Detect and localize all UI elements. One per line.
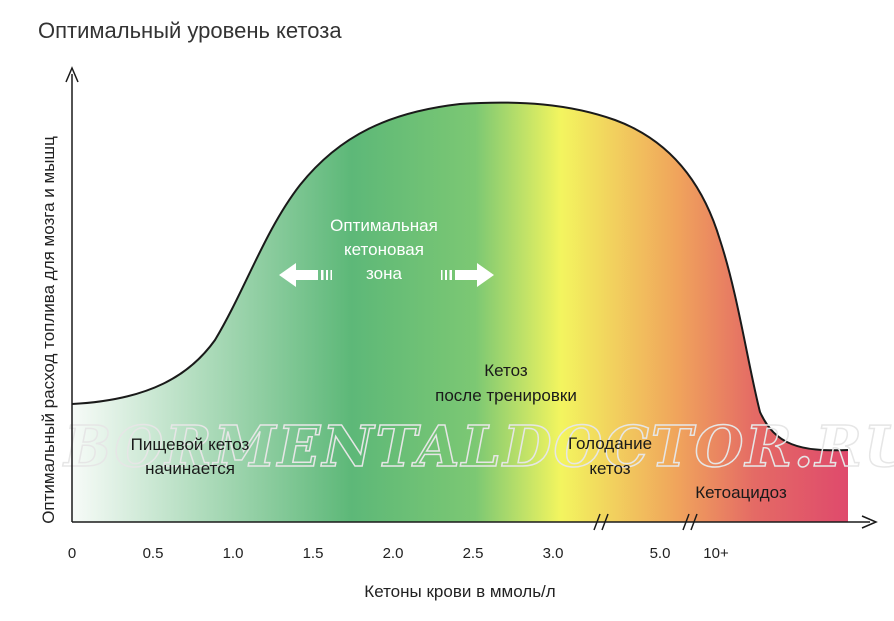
- axis-break-1: [593, 513, 609, 531]
- nutritional-ketosis-label-line2: начинается: [145, 459, 235, 478]
- ketosis-area: [72, 102, 848, 522]
- arrow-right-icon: [441, 263, 494, 287]
- x-tick-label: 0: [68, 545, 76, 562]
- x-tick-label: 0.5: [143, 545, 164, 562]
- x-tick-label: 2.5: [463, 545, 484, 562]
- watermark: BORMENTALDOCTOR.RU: [62, 414, 894, 480]
- arrow-left-icon: [279, 263, 332, 287]
- x-axis-label: Кетоны крови в ммоль/л: [364, 582, 555, 601]
- ketoacidosis-label: Кетоацидоз: [695, 483, 787, 502]
- ketosis-curve: [71, 101, 849, 452]
- post-exercise-ketosis-label-line2: после тренировки: [435, 386, 577, 405]
- x-tick-label: 10+: [703, 545, 729, 562]
- chart-title: Оптимальный уровень кетоза: [38, 18, 342, 43]
- optimal-zone-label-line3: зона: [366, 264, 402, 283]
- y-axis-arrow: [65, 66, 79, 83]
- x-tick-label: 1.0: [223, 545, 244, 562]
- optimal-zone-label-line2: кетоновая: [344, 240, 424, 259]
- post-exercise-ketosis-label-line1: Кетоз: [484, 361, 528, 380]
- y-axis-label: Оптимальный расход топлива для мозга и м…: [39, 136, 58, 524]
- optimal-zone-label-line1: Оптимальная: [330, 216, 438, 235]
- starvation-ketosis-label-line1: Голодание: [568, 434, 652, 453]
- x-tick-label: 2.0: [383, 545, 404, 562]
- x-tick-label: 3.0: [543, 545, 564, 562]
- axis-break-2: [682, 513, 698, 531]
- x-tick-label: 1.5: [303, 545, 324, 562]
- x-axis-arrow: [861, 515, 878, 529]
- x-tick-label: 5.0: [650, 545, 671, 562]
- starvation-ketosis-label-line2: кетоз: [589, 459, 630, 478]
- nutritional-ketosis-label-line1: Пищевой кетоз: [131, 435, 250, 454]
